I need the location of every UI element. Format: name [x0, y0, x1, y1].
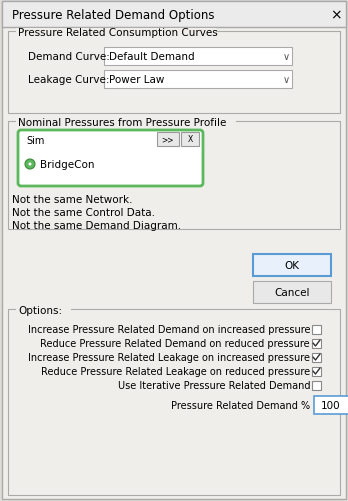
FancyBboxPatch shape	[18, 131, 203, 187]
Text: OK: OK	[285, 261, 300, 271]
Text: Sim: Sim	[26, 136, 45, 146]
Text: Demand Curve:: Demand Curve:	[28, 52, 110, 62]
Text: >>: >>	[162, 135, 174, 144]
Text: Pressure Related Demand Options: Pressure Related Demand Options	[12, 9, 214, 22]
FancyBboxPatch shape	[16, 119, 236, 127]
FancyBboxPatch shape	[312, 367, 321, 376]
Circle shape	[29, 163, 32, 166]
FancyBboxPatch shape	[253, 282, 331, 304]
FancyBboxPatch shape	[157, 133, 179, 147]
Text: 100: 100	[321, 400, 341, 410]
FancyBboxPatch shape	[312, 325, 321, 334]
Text: Not the same Control Data.: Not the same Control Data.	[12, 207, 155, 217]
FancyBboxPatch shape	[181, 133, 199, 147]
FancyBboxPatch shape	[16, 307, 71, 314]
Text: Increase Pressure Related Demand on increased pressure: Increase Pressure Related Demand on incr…	[27, 324, 310, 334]
Text: ∨: ∨	[283, 52, 290, 62]
Text: Pressure Related Consumption Curves: Pressure Related Consumption Curves	[18, 28, 218, 38]
Text: Not the same Network.: Not the same Network.	[12, 194, 133, 204]
FancyBboxPatch shape	[8, 310, 340, 495]
FancyBboxPatch shape	[8, 122, 340, 229]
Text: Nominal Pressures from Pressure Profile: Nominal Pressures from Pressure Profile	[18, 118, 227, 128]
FancyBboxPatch shape	[16, 29, 216, 37]
Text: Use Iterative Pressure Related Demand: Use Iterative Pressure Related Demand	[118, 380, 310, 390]
Text: Reduce Pressure Related Leakage on reduced pressure: Reduce Pressure Related Leakage on reduc…	[41, 366, 310, 376]
FancyBboxPatch shape	[104, 71, 292, 89]
Text: Reduce Pressure Related Demand on reduced pressure: Reduce Pressure Related Demand on reduce…	[40, 338, 310, 348]
FancyBboxPatch shape	[104, 48, 292, 66]
Text: ∨: ∨	[283, 75, 290, 85]
Text: Options:: Options:	[18, 306, 62, 315]
Circle shape	[25, 160, 35, 170]
Text: Not the same Demand Diagram.: Not the same Demand Diagram.	[12, 220, 181, 230]
FancyBboxPatch shape	[312, 381, 321, 390]
Text: Default Demand: Default Demand	[109, 52, 195, 62]
Text: Cancel: Cancel	[274, 288, 310, 298]
Text: Leakage Curve:: Leakage Curve:	[28, 75, 110, 85]
Text: Power Law: Power Law	[109, 75, 164, 85]
FancyBboxPatch shape	[312, 339, 321, 348]
Text: BridgeCon: BridgeCon	[40, 160, 95, 170]
Text: Increase Pressure Related Leakage on increased pressure: Increase Pressure Related Leakage on inc…	[28, 352, 310, 362]
FancyBboxPatch shape	[8, 32, 340, 114]
FancyBboxPatch shape	[253, 255, 331, 277]
Text: X: X	[187, 135, 193, 144]
FancyBboxPatch shape	[312, 353, 321, 362]
Text: Pressure Related Demand %: Pressure Related Demand %	[171, 400, 310, 410]
FancyBboxPatch shape	[314, 396, 348, 414]
FancyBboxPatch shape	[2, 2, 346, 28]
Text: ×: ×	[330, 8, 342, 22]
